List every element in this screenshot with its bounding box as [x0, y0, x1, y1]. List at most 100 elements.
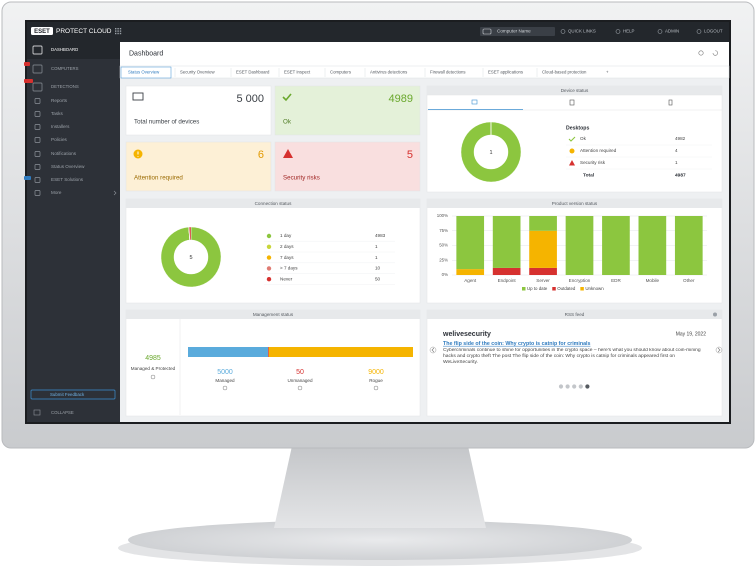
legend-dot [266, 255, 272, 260]
info-icon [222, 385, 228, 391]
menu-item[interactable]: ADMIN [665, 29, 679, 34]
sidebar [27, 42, 120, 422]
x-tick-label: Other [683, 278, 695, 283]
tab[interactable]: ESET Dashboard [236, 70, 270, 75]
tab[interactable]: ESET Inspect [284, 70, 311, 75]
x-tick-label: Mobile [646, 278, 660, 283]
tab[interactable]: + [606, 70, 609, 75]
info-icon [373, 385, 379, 391]
legend-label: 1 day [280, 233, 292, 238]
active-item [27, 42, 120, 59]
y-tick-label: 100% [437, 213, 448, 218]
panel-title: RSS feed [565, 312, 585, 317]
nav-item[interactable]: Installers [51, 124, 70, 129]
carousel-dot[interactable] [578, 384, 583, 389]
bar-segment [492, 267, 521, 275]
info-icon [150, 374, 156, 380]
proportion-segment [268, 347, 269, 357]
legend-value: 4983 [375, 233, 386, 238]
feedback-button[interactable]: Submit Feedback [50, 392, 85, 397]
nav-item[interactable]: COMPUTERS [51, 66, 79, 71]
nav-item[interactable]: More [51, 190, 62, 195]
menu-item[interactable]: HELP [623, 29, 635, 34]
apps-icon [117, 28, 119, 30]
check-icon [282, 93, 292, 102]
value-label: 50 [296, 369, 304, 376]
rss-panel [426, 309, 723, 417]
category-label: Unmanaged [287, 378, 312, 383]
rss-date: May 19, 2022 [676, 331, 707, 337]
page-title: Dashboard [129, 50, 163, 57]
nav-item[interactable]: DETECTIONS [51, 84, 79, 89]
apps-icon [117, 32, 119, 35]
tab[interactable]: ESET applications [488, 70, 523, 75]
carousel-dot[interactable] [572, 384, 577, 389]
menu-item[interactable]: QUICK LINKS [568, 29, 596, 34]
x-tick-label: Agent [464, 278, 477, 283]
carousel-dot[interactable] [558, 384, 564, 389]
nav-icon [34, 137, 41, 143]
panel-header [126, 199, 420, 208]
donut-slice [160, 226, 222, 288]
donut-center: 1 [489, 150, 492, 156]
nav-item[interactable]: Policies [51, 137, 68, 142]
legend-value: 4982 [675, 136, 686, 141]
rss-headline[interactable]: The flip side of the coin: Why crypto is… [443, 341, 591, 347]
value-label: 9000 [368, 369, 384, 376]
tab[interactable]: Security Overview [180, 70, 216, 75]
nav-item[interactable]: ESET Solutions [51, 177, 84, 182]
nav-item[interactable]: Notifications [51, 151, 77, 156]
rss-settings [713, 312, 717, 317]
tile [125, 85, 272, 136]
panel-header [427, 310, 722, 319]
nav-item[interactable]: DASHBOARD [51, 47, 78, 52]
tile-value: 6 [258, 149, 264, 161]
tab-bar [119, 65, 730, 79]
tab[interactable]: Antivirus detections [370, 70, 407, 75]
tab[interactable]: Firewall detections [430, 70, 466, 75]
nav-item[interactable]: Reports [51, 98, 68, 103]
nav-item[interactable]: Status Overview [51, 164, 85, 169]
total-label: Total [583, 172, 594, 178]
y-tick-label: 25% [439, 257, 448, 262]
carousel-dot[interactable] [585, 384, 590, 389]
search-input[interactable]: Computer Name [497, 29, 531, 34]
rss-source: welivesecurity [442, 331, 491, 338]
bar-segment [529, 216, 557, 231]
warning-icon [283, 149, 293, 158]
panel-title: Connection status [255, 201, 292, 206]
donut-hole [474, 135, 508, 169]
tab[interactable]: Computers [330, 70, 351, 75]
menu-item[interactable]: LOGOUT [704, 29, 723, 34]
settings-icon[interactable] [698, 50, 704, 56]
y-tick-label: 75% [439, 228, 448, 233]
nav-icon [34, 164, 41, 170]
nav-item[interactable]: Tasks [51, 111, 63, 116]
legend-swatch [552, 287, 556, 291]
server-tab-icon [569, 99, 575, 106]
nav-icon [32, 82, 43, 92]
next-arrow[interactable] [717, 347, 721, 353]
bar-segment [492, 216, 521, 268]
carousel-dot[interactable] [565, 384, 570, 389]
mobile-tab-icon [668, 99, 673, 106]
collapse-button[interactable]: COLLAPSE [51, 410, 74, 415]
search-box [480, 27, 555, 36]
legend-label: 2 days [280, 244, 294, 249]
refresh-icon[interactable] [712, 50, 718, 56]
legend-label: Never [280, 276, 293, 281]
prev-arrow[interactable] [431, 347, 435, 353]
tile-value: 5 [407, 149, 413, 161]
legend-label: Unknown [585, 286, 604, 291]
badge [24, 62, 30, 66]
tab[interactable]: Cloud-based protection [542, 70, 587, 75]
nav-icon [34, 124, 41, 130]
legend-icon [569, 160, 575, 166]
tab[interactable]: Status Overview [128, 70, 160, 75]
search-icon [482, 28, 492, 35]
bar-segment [674, 216, 703, 275]
legend-dot [266, 233, 272, 239]
apps-icon [119, 28, 122, 30]
legend-label: > 7 days [280, 266, 298, 271]
x-tick-label: EDR [611, 278, 621, 283]
